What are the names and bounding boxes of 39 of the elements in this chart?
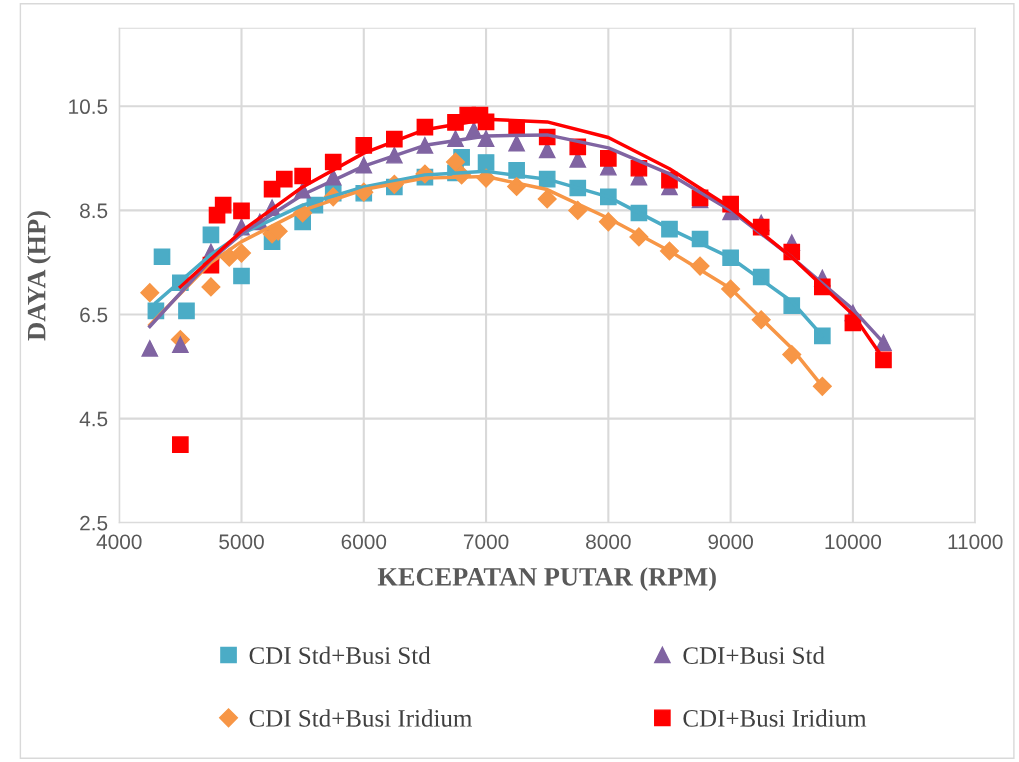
y-tick-label: 2.5 bbox=[80, 515, 108, 531]
point bbox=[214, 196, 232, 214]
point bbox=[172, 436, 189, 453]
point bbox=[875, 351, 892, 369]
y-tick-label: 4.5 bbox=[79, 411, 108, 427]
x-tick-label: 6000 bbox=[341, 534, 387, 550]
point bbox=[233, 202, 250, 220]
point bbox=[153, 248, 171, 266]
x-tick-label: 4000 bbox=[96, 534, 142, 550]
point bbox=[445, 152, 466, 172]
point bbox=[172, 336, 189, 354]
point bbox=[477, 154, 495, 171]
x-tick-label: 10000 bbox=[825, 534, 882, 550]
point bbox=[355, 136, 373, 154]
x-axis-title: KECEPATAN PUTAR (RPM) bbox=[377, 567, 716, 592]
point bbox=[178, 302, 195, 320]
point bbox=[294, 167, 311, 185]
point bbox=[537, 189, 557, 209]
x-tick-label: 7000 bbox=[463, 534, 509, 550]
point bbox=[600, 150, 617, 167]
legend-label: CDI+Busi Iridium bbox=[683, 709, 867, 727]
point bbox=[141, 340, 159, 357]
y-tick-label: 10.5 bbox=[69, 99, 108, 115]
y-tick-label: 8.5 bbox=[80, 203, 108, 219]
point bbox=[201, 277, 221, 297]
legend-label: CDI+Busi Std bbox=[683, 646, 825, 664]
point bbox=[233, 267, 250, 285]
legend-label: CDI Std+Busi Iridium bbox=[249, 709, 472, 727]
y-axis-title: DAYA (HP) bbox=[26, 211, 51, 341]
point bbox=[231, 243, 252, 263]
legend-label: CDI Std+Busi Std bbox=[249, 646, 431, 664]
x-tick-label: 9000 bbox=[708, 534, 753, 550]
x-tick-label: 5000 bbox=[219, 534, 264, 550]
x-tick-label: 8000 bbox=[586, 534, 631, 550]
point bbox=[202, 226, 220, 244]
point bbox=[140, 283, 160, 303]
x-tick-label: 11000 bbox=[948, 534, 1003, 550]
y-tick-label: 6.5 bbox=[80, 307, 108, 323]
point bbox=[275, 170, 293, 188]
